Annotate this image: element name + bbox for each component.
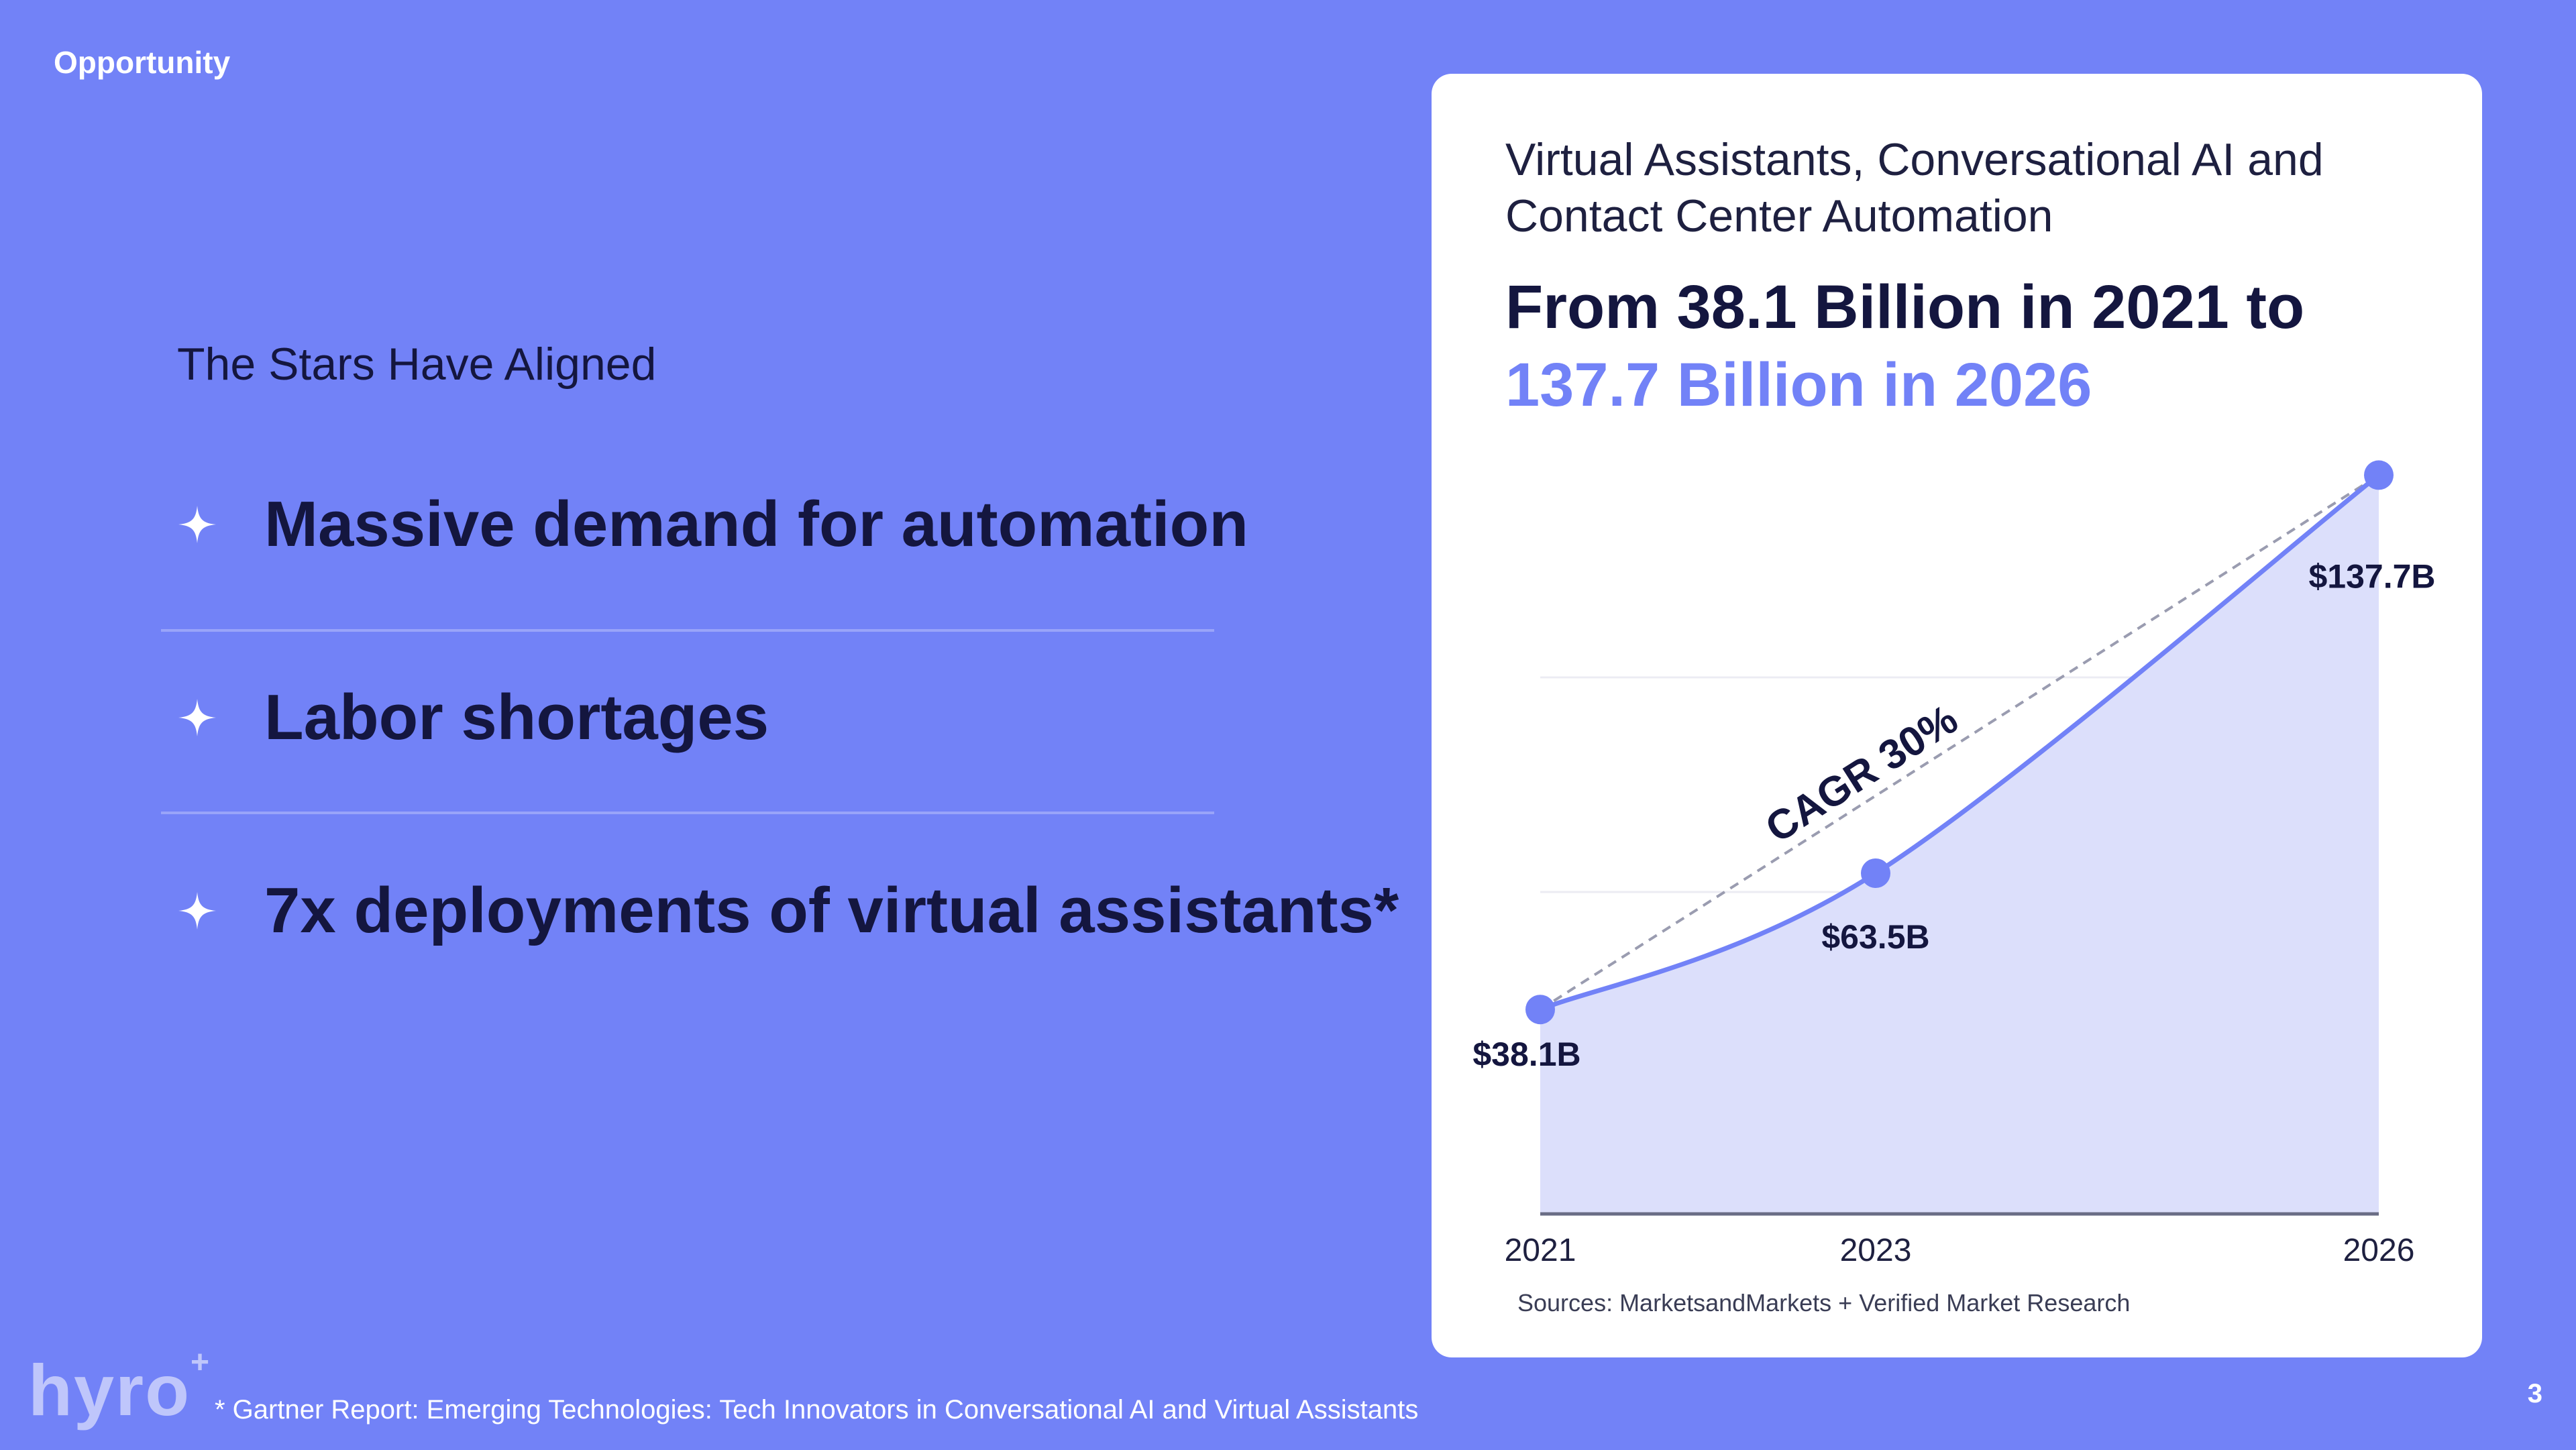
divider xyxy=(161,812,1214,814)
data-label: $63.5B xyxy=(1821,918,1929,956)
data-label: $38.1B xyxy=(1472,1036,1580,1073)
x-tick-label: 2023 xyxy=(1840,1233,1912,1268)
bullet-item: Labor shortages xyxy=(177,677,769,758)
chart-source: Sources: MarketsandMarkets + Verified Ma… xyxy=(1517,1289,2131,1317)
x-tick-label: 2026 xyxy=(2343,1233,2415,1268)
series-line xyxy=(1538,472,2381,1012)
card-subtitle-line: Virtual Assistants, Conversational AI an… xyxy=(1505,134,2324,185)
cagr-trend-line xyxy=(1539,473,2380,1011)
sparkle-icon xyxy=(178,506,216,543)
slide-kicker: The Stars Have Aligned xyxy=(177,339,657,390)
card-subtitle-line: Contact Center Automation xyxy=(1505,190,2053,241)
bullet-item: 7x deployments of virtual assistants* xyxy=(177,871,1399,951)
data-point xyxy=(2364,460,2394,490)
page-number: 3 xyxy=(2527,1379,2542,1408)
headline-line-accent: 137.7 Billion in 2026 xyxy=(1505,351,2092,419)
hyro-logo: hyro+ xyxy=(28,1345,211,1431)
x-tick-label: 2021 xyxy=(1505,1233,1576,1268)
market-growth-chart: $38.1B $63.5B $137.7B 2021 2023 2026 CAGR 30% xyxy=(1472,460,2436,1268)
divider xyxy=(161,629,1214,632)
footnote: * Gartner Report: Emerging Technologies:… xyxy=(215,1395,1419,1425)
series-area xyxy=(1540,475,2379,1214)
data-point xyxy=(1525,995,1555,1025)
bullet-text: Labor shortages xyxy=(264,681,769,753)
bullet-text: 7x deployments of virtual assistants* xyxy=(264,875,1399,946)
sparkle-icon xyxy=(178,699,216,736)
data-label: $137.7B xyxy=(2308,557,2435,595)
section-label: Opportunity xyxy=(54,45,231,80)
card-headline: From 38.1 Billion in 2021 to 137.7 Billi… xyxy=(1505,268,2458,424)
cagr-annotation: CAGR 30% xyxy=(1758,696,1966,852)
headline-line: From 38.1 Billion in 2021 to xyxy=(1505,273,2305,341)
card-subtitle: Virtual Assistants, Conversational AI an… xyxy=(1505,131,2445,244)
market-chart-card: Virtual Assistants, Conversational AI an… xyxy=(1432,74,2482,1357)
sparkle-icon xyxy=(178,892,216,930)
data-point xyxy=(1861,858,1890,888)
bullet-text: Massive demand for automation xyxy=(264,488,1248,560)
bullet-item: Massive demand for automation xyxy=(177,484,1248,565)
